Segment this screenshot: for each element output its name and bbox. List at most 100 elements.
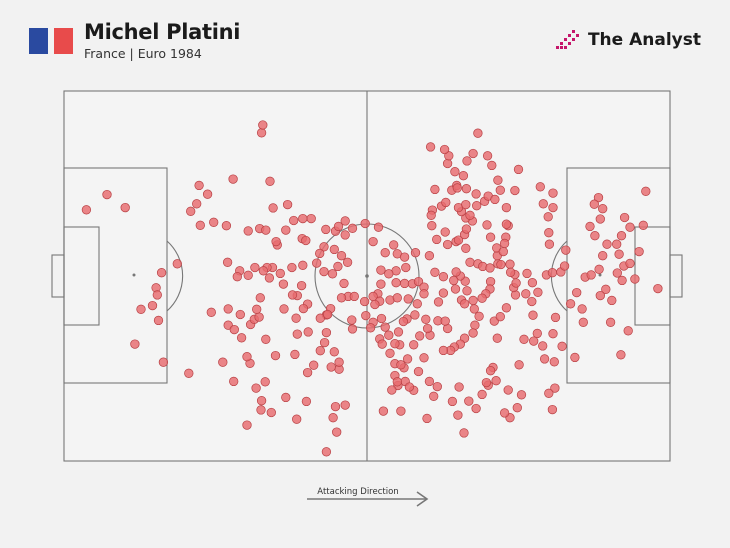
data-point	[461, 243, 471, 253]
brand-logo: The Analyst	[555, 30, 701, 50]
data-point	[153, 315, 164, 326]
data-point	[206, 307, 216, 317]
data-point	[266, 407, 276, 418]
data-point	[292, 414, 302, 424]
data-point	[410, 310, 420, 320]
data-point	[228, 174, 238, 184]
data-point	[312, 258, 322, 268]
data-point	[589, 199, 599, 209]
data-point	[607, 295, 617, 306]
data-point	[384, 269, 394, 279]
data-point	[616, 350, 626, 360]
data-point	[422, 413, 432, 424]
data-point	[496, 259, 506, 270]
data-point	[398, 316, 409, 327]
data-point	[451, 267, 461, 277]
data-point	[501, 202, 512, 213]
data-point	[301, 396, 312, 407]
data-point	[487, 160, 497, 171]
data-point	[616, 231, 627, 241]
data-point	[510, 185, 520, 196]
touch-points	[81, 120, 663, 457]
data-point	[625, 258, 635, 269]
data-point	[209, 217, 219, 227]
data-point	[258, 120, 268, 130]
data-point	[527, 278, 538, 288]
data-point	[158, 357, 169, 367]
data-point	[186, 206, 196, 216]
data-point	[561, 245, 571, 255]
data-point	[548, 188, 558, 198]
flag-red-band	[54, 28, 73, 54]
direction-label: Attacking Direction	[317, 487, 399, 497]
data-point	[393, 327, 404, 337]
data-point	[485, 263, 495, 273]
data-point	[365, 323, 376, 333]
data-point	[430, 184, 440, 195]
data-point	[378, 406, 389, 416]
data-point	[482, 151, 493, 161]
data-point	[156, 268, 167, 278]
data-point	[617, 275, 627, 286]
data-point	[634, 246, 644, 257]
data-point	[427, 221, 437, 231]
data-point	[472, 201, 482, 211]
data-point	[396, 360, 406, 370]
data-point	[462, 156, 472, 166]
data-point	[298, 213, 308, 224]
data-point	[519, 334, 529, 344]
data-point	[402, 354, 413, 364]
data-point	[184, 368, 194, 378]
data-point	[493, 175, 503, 185]
data-point	[425, 142, 436, 152]
data-point	[282, 199, 293, 210]
data-point	[430, 267, 440, 277]
data-point	[495, 312, 505, 322]
data-point	[429, 391, 439, 401]
data-point	[426, 210, 436, 220]
data-point	[469, 304, 479, 314]
data-point	[292, 329, 302, 339]
data-point	[498, 246, 508, 257]
data-point	[271, 236, 281, 247]
data-point	[461, 199, 471, 210]
data-point	[287, 290, 298, 300]
data-point	[229, 324, 239, 335]
data-point	[242, 352, 252, 362]
data-point	[511, 278, 521, 288]
data-point	[548, 329, 558, 339]
data-point	[638, 220, 648, 230]
data-point	[432, 234, 442, 245]
data-point	[229, 376, 239, 387]
data-point	[242, 420, 252, 430]
data-point	[332, 427, 342, 437]
data-point	[653, 283, 663, 294]
data-point	[264, 273, 275, 283]
flag-white-band	[47, 28, 55, 54]
data-point	[194, 180, 204, 191]
data-point	[485, 232, 496, 242]
data-point	[260, 377, 270, 387]
data-point	[533, 287, 543, 297]
data-point	[319, 242, 329, 252]
data-point	[243, 226, 253, 236]
data-point	[376, 313, 387, 324]
data-point	[482, 220, 492, 230]
data-point	[147, 300, 158, 311]
data-point	[438, 345, 449, 356]
data-point	[192, 199, 202, 209]
data-point	[601, 284, 611, 294]
left-goal	[51, 254, 65, 298]
data-point	[340, 216, 350, 226]
data-point	[602, 239, 612, 249]
data-point	[477, 293, 487, 303]
data-point	[401, 262, 411, 273]
data-point	[396, 406, 406, 416]
data-point	[473, 128, 483, 138]
data-point	[461, 184, 472, 194]
data-point	[505, 267, 516, 277]
data-point	[547, 268, 558, 278]
data-point	[419, 353, 429, 363]
data-point	[612, 239, 622, 249]
data-point	[565, 299, 576, 309]
